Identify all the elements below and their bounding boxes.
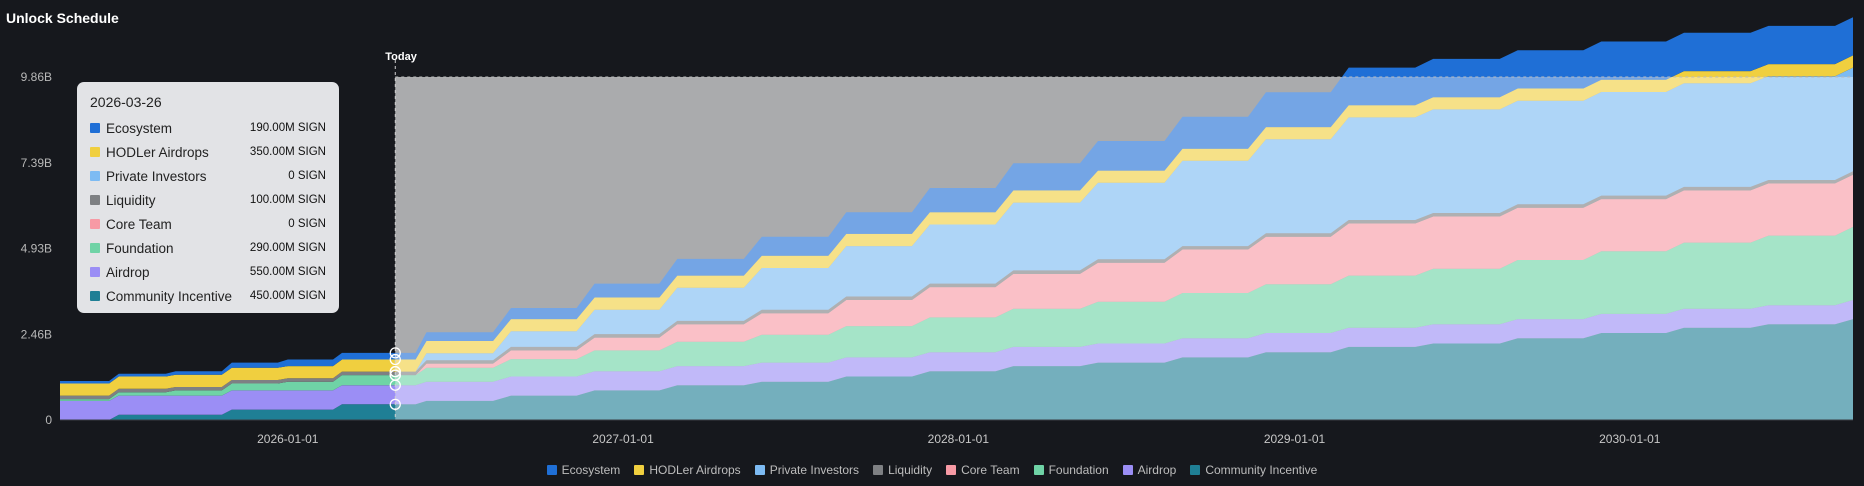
legend-swatch bbox=[1033, 465, 1044, 475]
area-ecosystem bbox=[60, 17, 1853, 384]
legend-item-private-investors[interactable]: Private Investors bbox=[754, 463, 860, 477]
legend-label: Ecosystem bbox=[561, 463, 621, 477]
hover-marker bbox=[389, 365, 401, 378]
tooltip-row-label: Liquidity bbox=[106, 192, 156, 208]
legend-swatch bbox=[946, 465, 957, 475]
tooltip-row-label: HODLer Airdrops bbox=[106, 144, 209, 160]
legend-swatch bbox=[754, 465, 765, 475]
legend-item-core-team[interactable]: Core Team bbox=[946, 463, 1020, 477]
x-tick-label: 2026-01-01 bbox=[257, 432, 319, 446]
tooltip-row-value: 290.00M SIGN bbox=[249, 242, 326, 254]
swatch-foundation bbox=[90, 243, 100, 253]
swatch-ecosystem bbox=[90, 123, 100, 133]
legend-swatch bbox=[1190, 465, 1201, 475]
hover-marker bbox=[389, 398, 401, 410]
area-private-investors bbox=[60, 67, 1853, 396]
tooltip-row-foundation: Foundation 290.00M SIGN bbox=[90, 236, 326, 260]
area-liquidity bbox=[60, 171, 1853, 400]
x-tick-label: 2028-01-01 bbox=[928, 432, 990, 446]
y-tick-label: 2.46B bbox=[21, 327, 52, 341]
unlock-chart[interactable]: Today 0 2.46B 4.93B 7.39B 9.86B 2026-01-01 2027… bbox=[0, 0, 1864, 460]
x-tick-label: 2027-01-01 bbox=[592, 432, 654, 446]
y-tick-label: 4.93B bbox=[21, 242, 52, 256]
swatch-community-incentive bbox=[90, 291, 100, 301]
legend-label: Airdrop bbox=[1137, 463, 1177, 477]
legend-swatch bbox=[873, 465, 884, 475]
legend-label: HODLer Airdrops bbox=[649, 463, 741, 477]
x-tick-label: 2029-01-01 bbox=[1264, 432, 1326, 446]
tooltip-row-value: 100.00M SIGN bbox=[249, 194, 326, 206]
swatch-liquidity bbox=[90, 195, 100, 205]
y-tick-label: 7.39B bbox=[21, 156, 52, 170]
legend-label: Community Incentive bbox=[1205, 463, 1318, 477]
tooltip-row-value: 190.00M SIGN bbox=[249, 122, 326, 134]
tooltip-row-label: Private Investors bbox=[106, 168, 207, 184]
legend-swatch bbox=[546, 465, 557, 475]
tooltip-row-hodler-airdrops: HODLer Airdrops 350.00M SIGN bbox=[90, 140, 326, 164]
y-tick-label: 0 bbox=[45, 413, 52, 427]
tooltip-row-value: 450.00M SIGN bbox=[249, 290, 326, 302]
swatch-hodler-airdrops bbox=[90, 147, 100, 157]
legend-item-liquidity[interactable]: Liquidity bbox=[873, 463, 932, 477]
swatch-airdrop bbox=[90, 267, 100, 277]
tooltip-row-private-investors: Private Investors 0 SIGN bbox=[90, 164, 326, 188]
legend-item-airdrop[interactable]: Airdrop bbox=[1122, 463, 1177, 477]
tooltip-row-label: Community Incentive bbox=[106, 288, 233, 304]
legend-item-community-incentive[interactable]: Community Incentive bbox=[1190, 463, 1317, 477]
tooltip-row-liquidity: Liquidity 100.00M SIGN bbox=[90, 188, 326, 212]
swatch-private-investors bbox=[90, 171, 100, 181]
tooltip-row-label: Foundation bbox=[106, 240, 174, 256]
hover-marker bbox=[389, 347, 401, 359]
area-community-incentive bbox=[60, 319, 1853, 420]
legend-item-ecosystem[interactable]: Ecosystem bbox=[546, 463, 621, 477]
tooltip-row-label: Core Team bbox=[106, 216, 172, 232]
tooltip-date: 2026-03-26 bbox=[90, 94, 162, 110]
tooltip-row-core-team: Core Team 0 SIGN bbox=[90, 212, 326, 236]
tooltip-row-value: 0 SIGN bbox=[288, 170, 326, 182]
x-tick-label: 2030-01-01 bbox=[1599, 432, 1661, 446]
tooltip-row-ecosystem: Ecosystem 190.00M SIGN bbox=[90, 116, 326, 140]
legend-item-foundation[interactable]: Foundation bbox=[1033, 463, 1109, 477]
tooltip-row-airdrop: Airdrop 550.00M SIGN bbox=[90, 260, 326, 284]
tooltip-row-value: 550.00M SIGN bbox=[249, 266, 326, 278]
tooltip-row-label: Airdrop bbox=[106, 264, 150, 280]
hover-marker bbox=[389, 353, 401, 366]
future-tint bbox=[395, 77, 1854, 420]
chart-legend: Ecosystem HODLer Airdrops Private Invest… bbox=[0, 463, 1864, 477]
legend-label: Foundation bbox=[1048, 463, 1109, 477]
tooltip-row-value: 350.00M SIGN bbox=[249, 146, 326, 158]
tooltip-row-community-incentive: Community Incentive 450.00M SIGN bbox=[90, 284, 326, 308]
chart-tooltip: 2026-03-26 Ecosystem 190.00M SIGN HODLer … bbox=[77, 82, 339, 313]
tooltip-row-value: 0 SIGN bbox=[288, 218, 326, 230]
tooltip-row-label: Ecosystem bbox=[106, 120, 173, 136]
hover-marker bbox=[389, 369, 401, 381]
area-core-team bbox=[60, 174, 1853, 400]
legend-label: Liquidity bbox=[888, 463, 933, 477]
legend-label: Private Investors bbox=[769, 463, 860, 477]
legend-label: Core Team bbox=[961, 463, 1020, 477]
area-airdrop bbox=[60, 300, 1853, 420]
page-title: Unlock Schedule bbox=[6, 10, 119, 26]
y-tick-label: 9.86B bbox=[21, 70, 52, 84]
swatch-core-team bbox=[90, 219, 100, 229]
legend-swatch bbox=[634, 465, 645, 475]
legend-swatch bbox=[1122, 465, 1133, 475]
today-label: Today bbox=[385, 51, 417, 63]
legend-item-hodler-airdrops[interactable]: HODLer Airdrops bbox=[634, 463, 741, 477]
